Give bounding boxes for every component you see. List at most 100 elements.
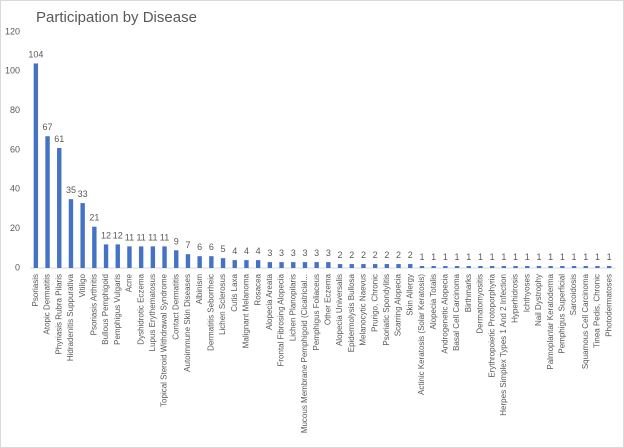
bar xyxy=(279,262,284,268)
x-tick-label: Tinea Pedis, Chronic xyxy=(593,274,602,348)
x-tick-label: Lichen Sclerosus xyxy=(218,274,227,335)
x-tick-label: Pemphigus Vulgaris xyxy=(113,274,122,345)
x-tick-label: Lupus Erythematosus xyxy=(148,274,157,351)
data-label: 4 xyxy=(244,246,249,256)
x-tick-label: Cutis Laxa xyxy=(230,273,239,311)
bar xyxy=(291,262,296,268)
x-tick-label: Basal Cell Carcinoma xyxy=(452,273,461,350)
x-tick-label: Hidradenitis Suppurativa xyxy=(66,273,75,361)
data-label: 1 xyxy=(607,252,612,262)
bar xyxy=(466,266,471,268)
bar xyxy=(548,266,553,268)
bar xyxy=(454,266,460,268)
data-label: 1 xyxy=(443,252,448,262)
data-label: 2 xyxy=(384,250,389,260)
data-label: 11 xyxy=(148,232,157,242)
x-tick-label: Albinism xyxy=(195,274,204,305)
x-tick-label: Melanocytic Naevus xyxy=(359,274,368,346)
data-label: 33 xyxy=(78,189,88,199)
data-label: 1 xyxy=(431,252,436,262)
data-label: 1 xyxy=(525,252,530,262)
data-label: 67 xyxy=(43,122,53,132)
bar xyxy=(138,246,144,268)
bar xyxy=(255,260,261,268)
data-label: 1 xyxy=(548,252,553,262)
bar xyxy=(302,262,308,268)
bar xyxy=(478,266,483,268)
x-tick-label: Erythropoietic Protoporphyria xyxy=(487,273,496,377)
x-tick-label: Autoimmune Skin Diseases xyxy=(183,274,192,372)
data-label: 1 xyxy=(501,252,506,262)
data-label: 61 xyxy=(54,134,64,144)
data-label: 6 xyxy=(209,242,214,252)
data-label: 3 xyxy=(267,248,272,258)
x-tick-label: Epidermolysis Bullosa xyxy=(347,273,356,352)
data-label: 2 xyxy=(349,250,354,260)
bar xyxy=(489,266,495,268)
data-label: 1 xyxy=(560,252,565,262)
x-tick-label: Birthmarks xyxy=(464,274,473,312)
x-tick-label: Alopecia Totalis xyxy=(429,274,438,329)
x-tick-label: Squamous Cell Carcinoma xyxy=(581,273,590,369)
data-label: 5 xyxy=(221,244,226,254)
x-tick-label: Vitiligo xyxy=(78,273,87,297)
x-tick-label: Pemphigus Superficial xyxy=(557,274,566,354)
data-label: 1 xyxy=(513,252,518,262)
x-tick-label: Nail Dystrophy xyxy=(534,274,543,326)
x-tick-label: Topical Steroid Withdrawal Syndrome xyxy=(160,273,169,406)
y-tick-label: 0 xyxy=(15,262,20,272)
data-label: 1 xyxy=(583,252,588,262)
data-label: 9 xyxy=(174,236,179,246)
bar xyxy=(513,266,518,268)
bar xyxy=(361,264,366,268)
bar xyxy=(606,266,612,268)
x-tick-label: Skin Allergy xyxy=(405,274,414,316)
x-tick-label: Dermatomyositis xyxy=(476,274,485,334)
data-label: 11 xyxy=(136,232,145,242)
data-label: 21 xyxy=(89,213,99,223)
x-tick-label: Phyriasis Rubra Pilaris xyxy=(54,274,63,354)
x-tick-label: Dermatitis Seborrheic xyxy=(206,274,215,351)
data-label: 2 xyxy=(396,250,401,260)
x-tick-label: Psoriasis xyxy=(31,274,40,306)
data-label: 1 xyxy=(536,252,541,262)
bar xyxy=(115,244,120,268)
bar xyxy=(267,262,273,268)
x-tick-label: Acne xyxy=(125,273,134,292)
bar xyxy=(103,244,109,268)
x-tick-label: Ichthyoses xyxy=(522,274,531,312)
bar xyxy=(45,136,50,268)
x-tick-label: Bullous Pemphigoid xyxy=(101,274,110,345)
x-tick-label: Dyshidrotic Eczema xyxy=(136,273,145,344)
x-tick-label: Prurigo, Chronic xyxy=(370,274,379,332)
bar xyxy=(396,264,401,268)
bar xyxy=(560,266,565,268)
data-label: 3 xyxy=(302,248,307,258)
data-label: 11 xyxy=(125,232,134,242)
x-tick-label: Malignant Melanoma xyxy=(242,273,251,348)
bar xyxy=(583,266,588,268)
data-label: 1 xyxy=(455,252,460,262)
bar xyxy=(80,203,85,268)
data-label: 1 xyxy=(595,252,600,262)
data-label: 35 xyxy=(66,185,76,195)
bar xyxy=(174,250,179,268)
data-label: 12 xyxy=(101,230,111,240)
x-tick-label: Pemphigus Foliaceus xyxy=(312,274,321,350)
x-tick-label: Alopecia Universalis xyxy=(335,274,344,346)
data-label: 2 xyxy=(373,250,378,260)
y-tick-label: 40 xyxy=(10,184,20,194)
bar xyxy=(419,266,425,268)
bar xyxy=(57,148,62,268)
x-tick-label: Photodermatoses xyxy=(604,274,613,337)
data-label: 2 xyxy=(408,250,413,260)
x-tick-label: Scarring Alopecia xyxy=(394,273,403,336)
bar xyxy=(326,262,331,268)
data-label: 4 xyxy=(256,246,261,256)
data-label: 4 xyxy=(232,246,237,256)
data-label: 11 xyxy=(160,232,169,242)
bar xyxy=(443,266,448,268)
data-label: 3 xyxy=(326,248,331,258)
bar xyxy=(408,264,413,268)
